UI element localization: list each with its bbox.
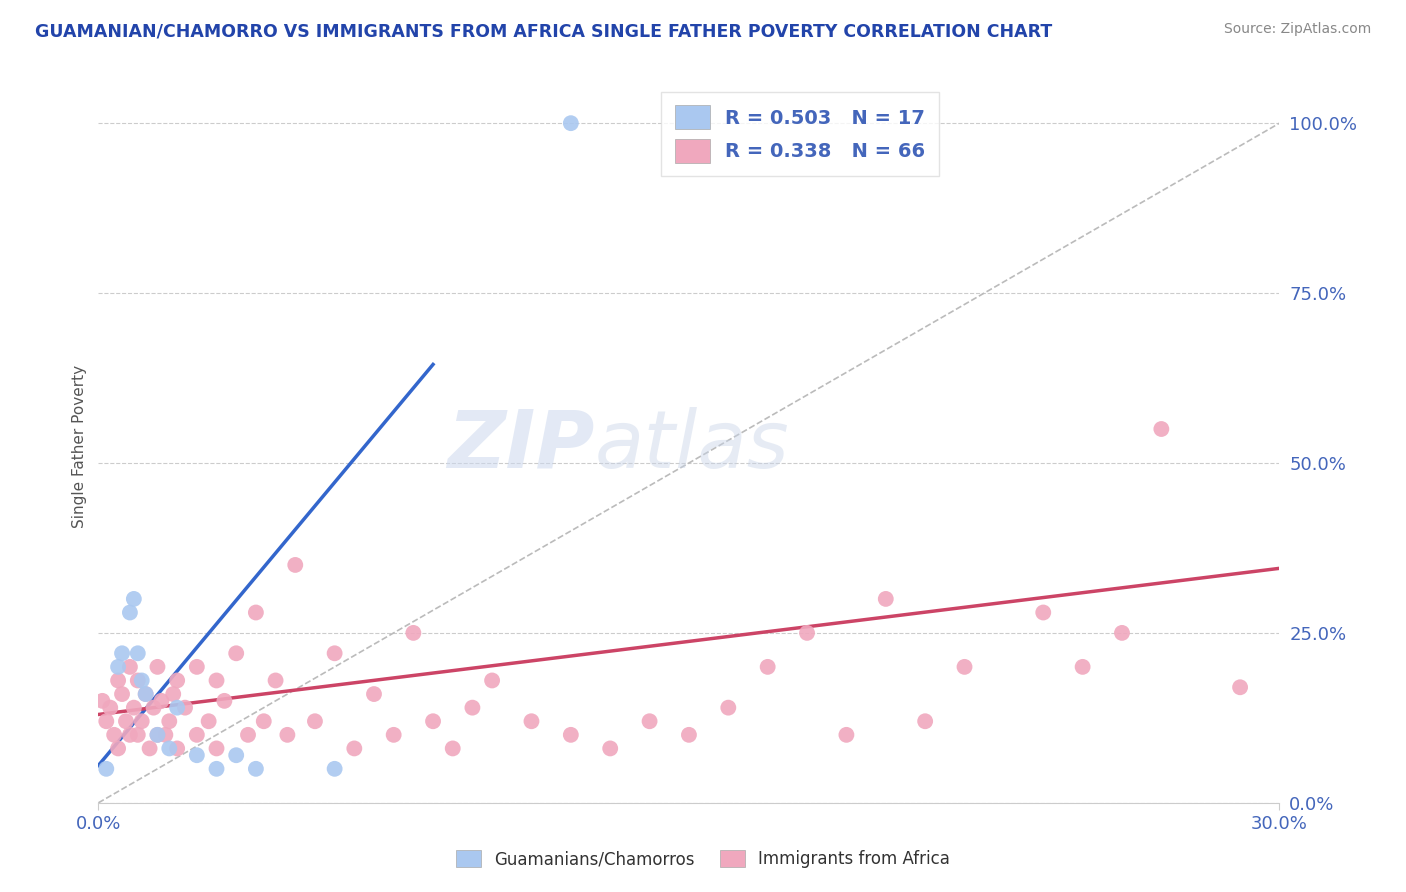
Point: [245, 762, 267, 776]
Point: [122, 700, 145, 714]
Point: [197, 714, 219, 729]
Point: [441, 741, 464, 756]
Point: [98, 700, 121, 714]
Point: [678, 728, 700, 742]
Point: [166, 700, 188, 714]
Point: [796, 626, 818, 640]
Point: [96, 762, 118, 776]
Point: [717, 700, 740, 714]
Point: [461, 700, 484, 714]
Text: ZIP: ZIP: [447, 407, 595, 485]
Point: [186, 728, 208, 742]
Point: [127, 728, 149, 742]
Point: [157, 714, 180, 729]
Point: [264, 673, 287, 688]
Point: [118, 660, 141, 674]
Point: [343, 741, 366, 756]
Point: [638, 714, 661, 729]
Point: [756, 660, 779, 674]
Point: [560, 728, 582, 742]
Point: [166, 741, 188, 756]
Point: [162, 687, 184, 701]
Point: [225, 748, 247, 763]
Point: [107, 660, 129, 674]
Y-axis label: Single Father Poverty: Single Father Poverty: [72, 365, 87, 527]
Point: [304, 714, 326, 729]
Point: [875, 591, 897, 606]
Point: [146, 728, 169, 742]
Point: [127, 673, 149, 688]
Point: [1071, 660, 1094, 674]
Point: [131, 673, 153, 688]
Point: [157, 741, 180, 756]
Point: [146, 728, 169, 742]
Point: [599, 741, 621, 756]
Point: [284, 558, 307, 572]
Point: [363, 687, 385, 701]
Point: [1111, 626, 1133, 640]
Point: [205, 673, 228, 688]
Point: [96, 714, 118, 729]
Point: [150, 694, 173, 708]
Point: [155, 728, 177, 742]
Point: [186, 748, 208, 763]
Legend: R = 0.503   N = 17, R = 0.338   N = 66: R = 0.503 N = 17, R = 0.338 N = 66: [661, 92, 939, 177]
Point: [422, 714, 444, 729]
Point: [107, 741, 129, 756]
Text: Source: ZipAtlas.com: Source: ZipAtlas.com: [1223, 22, 1371, 37]
Point: [111, 687, 134, 701]
Text: atlas: atlas: [595, 407, 789, 485]
Point: [138, 741, 160, 756]
Point: [142, 700, 165, 714]
Point: [166, 673, 188, 688]
Point: [122, 591, 145, 606]
Point: [115, 714, 138, 729]
Point: [481, 673, 503, 688]
Point: [323, 646, 346, 660]
Point: [118, 606, 141, 620]
Point: [1229, 680, 1251, 694]
Legend: Guamanians/Chamorros, Immigrants from Africa: Guamanians/Chamorros, Immigrants from Af…: [450, 843, 956, 875]
Point: [103, 728, 125, 742]
Point: [1032, 606, 1054, 620]
Point: [186, 660, 208, 674]
Point: [402, 626, 425, 640]
Point: [135, 687, 157, 701]
Point: [118, 728, 141, 742]
Point: [225, 646, 247, 660]
Point: [914, 714, 936, 729]
Point: [127, 646, 149, 660]
Point: [382, 728, 405, 742]
Point: [135, 687, 157, 701]
Point: [953, 660, 976, 674]
Point: [560, 116, 582, 130]
Point: [236, 728, 259, 742]
Point: [253, 714, 276, 729]
Point: [91, 694, 114, 708]
Point: [245, 606, 267, 620]
Text: GUAMANIAN/CHAMORRO VS IMMIGRANTS FROM AFRICA SINGLE FATHER POVERTY CORRELATION C: GUAMANIAN/CHAMORRO VS IMMIGRANTS FROM AF…: [35, 22, 1053, 40]
Point: [835, 728, 858, 742]
Point: [276, 728, 298, 742]
Point: [111, 646, 134, 660]
Point: [520, 714, 543, 729]
Point: [205, 741, 228, 756]
Point: [131, 714, 153, 729]
Point: [323, 762, 346, 776]
Point: [214, 694, 236, 708]
Point: [174, 700, 197, 714]
Point: [107, 673, 129, 688]
Point: [1150, 422, 1173, 436]
Point: [146, 660, 169, 674]
Point: [205, 762, 228, 776]
